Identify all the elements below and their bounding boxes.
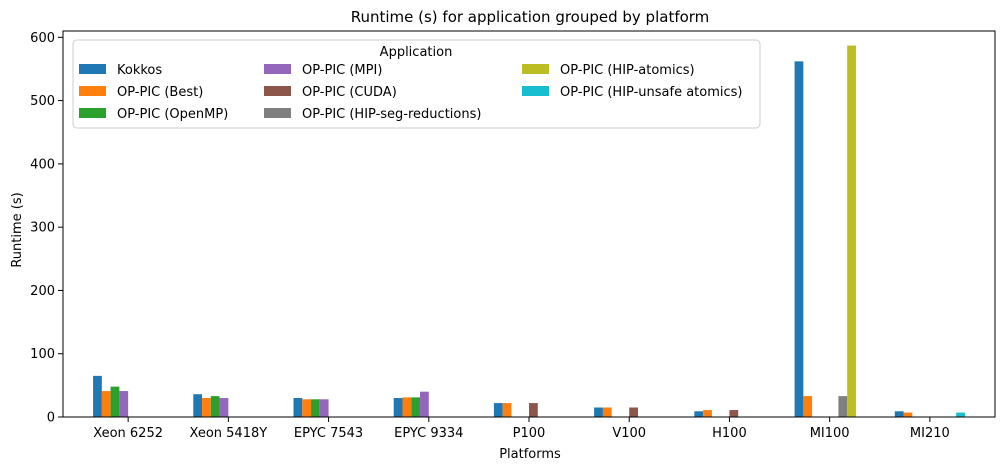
legend-label: Kokkos [117, 63, 162, 78]
legend-label: OP-PIC (Best) [117, 85, 203, 100]
y-axis-title: Runtime (s) [10, 192, 25, 267]
x-tick-label: EPYC 9334 [394, 426, 463, 441]
bar [202, 398, 211, 417]
legend-swatch [264, 86, 291, 96]
bar [838, 396, 848, 417]
bar [956, 412, 965, 417]
legend-label: OP-PIC (HIP-seg-reductions) [302, 107, 481, 122]
bar [219, 398, 229, 417]
y-tick-label: 100 [30, 347, 55, 362]
bar [119, 391, 129, 417]
legend-label: OP-PIC (HIP-unsafe atomics) [560, 85, 743, 100]
legend-swatch [522, 64, 549, 74]
x-axis-title: Platforms [499, 447, 561, 462]
bar [602, 407, 612, 417]
legend-label: OP-PIC (MPI) [302, 63, 382, 78]
bar [101, 391, 111, 417]
legend-swatch [522, 86, 549, 96]
y-tick-label: 400 [30, 157, 55, 172]
y-tick-label: 0 [47, 411, 55, 426]
legend: Application Kokkos OP-PIC (Best) OP-PIC (O… [72, 39, 761, 129]
x-tick-label: Xeon 5418Y [190, 426, 268, 441]
bar [729, 410, 739, 417]
bar [903, 412, 913, 417]
legend-swatch [264, 108, 291, 118]
bar [594, 407, 603, 417]
bar [110, 386, 120, 417]
bar [703, 410, 712, 417]
bar [93, 375, 102, 417]
bar [502, 403, 512, 417]
legend-label: OP-PIC (HIP-atomics) [560, 63, 695, 78]
bar [411, 397, 421, 417]
bar [311, 399, 320, 417]
bar [794, 61, 804, 417]
plot-area: 0 100 200 300 400 500 600 Xeon 6252 Xeon 5418Y EP… [30, 30, 996, 441]
legend-label: OP-PIC (OpenMP) [117, 107, 228, 122]
bar [894, 411, 904, 417]
legend-title: Application [380, 45, 453, 60]
x-tick-label: MI100 [810, 426, 850, 441]
bar [402, 397, 412, 417]
x-tick-label: P100 [513, 426, 546, 441]
legend-swatch [79, 108, 106, 118]
x-tick-label: Xeon 6252 [93, 426, 163, 441]
bar [319, 399, 329, 417]
y-tick-label: 300 [30, 221, 55, 236]
x-tick-label: H100 [712, 426, 747, 441]
legend-swatch [79, 86, 106, 96]
legend-label: OP-PIC (CUDA) [302, 85, 397, 100]
x-tick-label: V100 [612, 426, 646, 441]
y-tick-label: 200 [30, 284, 55, 299]
axes-frame [62, 30, 996, 418]
bar [393, 398, 403, 417]
bar [493, 403, 503, 417]
y-tick-label: 500 [30, 94, 55, 109]
bar [420, 391, 429, 417]
y-tick-label: 600 [30, 31, 55, 46]
legend-frame [72, 39, 761, 129]
legend-swatch [79, 64, 106, 74]
bar [694, 411, 704, 417]
bar [293, 398, 303, 417]
bar [210, 396, 220, 417]
x-tick-label: EPYC 7543 [294, 426, 363, 441]
legend-swatch [264, 64, 291, 74]
x-tick-label: MI210 [910, 426, 950, 441]
bar [847, 45, 856, 417]
bar [302, 399, 312, 417]
bar [803, 396, 813, 417]
chart-title: Runtime (s) for application grouped by p… [351, 8, 710, 26]
bar [529, 403, 538, 417]
bar [193, 394, 203, 417]
bar [629, 407, 638, 417]
